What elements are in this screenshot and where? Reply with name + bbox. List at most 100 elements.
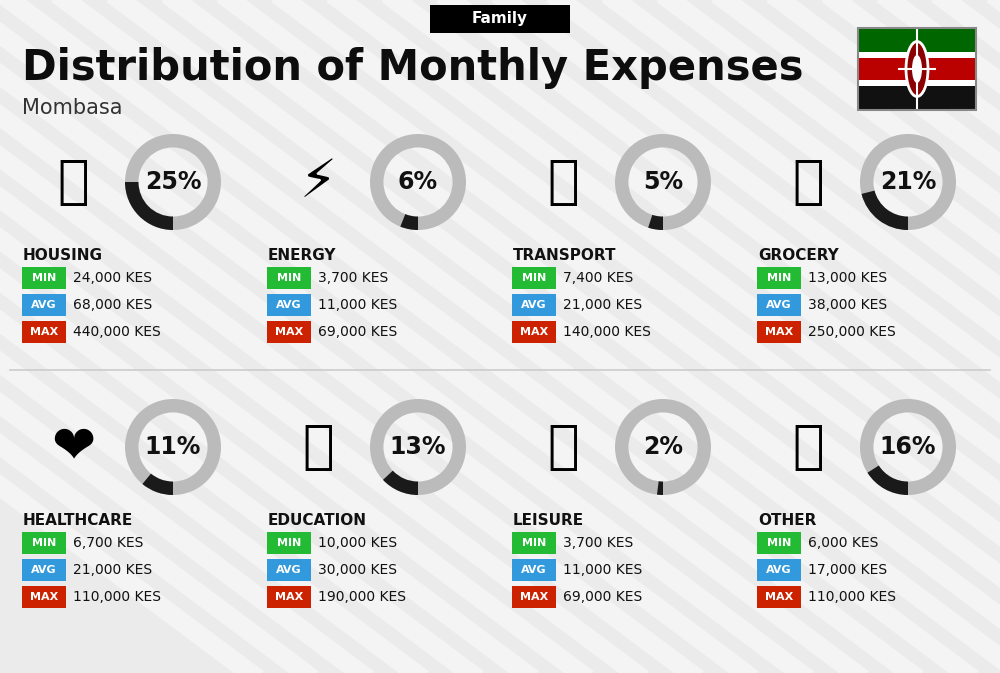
Text: AVG: AVG [766,565,792,575]
FancyBboxPatch shape [757,559,801,581]
Wedge shape [615,134,711,230]
Wedge shape [862,190,908,230]
Wedge shape [370,399,466,495]
Text: ❤: ❤ [51,421,95,473]
Text: 25%: 25% [145,170,201,194]
Text: 🛍: 🛍 [792,156,824,208]
Text: EDUCATION: EDUCATION [268,513,367,528]
Text: 💰: 💰 [792,421,824,473]
Text: 17,000 KES: 17,000 KES [808,563,887,577]
Text: 2%: 2% [643,435,683,459]
Text: LEISURE: LEISURE [513,513,584,528]
Wedge shape [125,134,221,230]
FancyBboxPatch shape [267,586,311,608]
Text: HEALTHCARE: HEALTHCARE [23,513,133,528]
Text: 68,000 KES: 68,000 KES [73,298,152,312]
Text: ENERGY: ENERGY [268,248,336,263]
Text: 69,000 KES: 69,000 KES [563,590,642,604]
Text: 21,000 KES: 21,000 KES [73,563,152,577]
Text: 190,000 KES: 190,000 KES [318,590,406,604]
Text: 13%: 13% [390,435,446,459]
FancyBboxPatch shape [512,559,556,581]
Text: 6%: 6% [398,170,438,194]
Text: 🏢: 🏢 [57,156,89,208]
FancyBboxPatch shape [430,5,570,33]
Text: Mombasa: Mombasa [22,98,122,118]
FancyBboxPatch shape [757,294,801,316]
Text: AVG: AVG [766,300,792,310]
FancyBboxPatch shape [858,52,976,59]
Text: 110,000 KES: 110,000 KES [808,590,896,604]
Text: 140,000 KES: 140,000 KES [563,325,651,339]
FancyBboxPatch shape [512,532,556,554]
Text: MIN: MIN [32,538,56,548]
FancyBboxPatch shape [267,294,311,316]
FancyBboxPatch shape [858,28,976,55]
Text: 11%: 11% [145,435,201,459]
Wedge shape [142,474,173,495]
Text: MIN: MIN [522,538,546,548]
Text: 21%: 21% [880,170,936,194]
Text: 16%: 16% [880,435,936,459]
FancyBboxPatch shape [757,321,801,343]
Text: AVG: AVG [521,565,547,575]
Text: 10,000 KES: 10,000 KES [318,536,397,550]
Wedge shape [370,134,466,230]
Text: GROCERY: GROCERY [758,248,839,263]
FancyBboxPatch shape [22,532,66,554]
FancyBboxPatch shape [22,267,66,289]
Text: AVG: AVG [276,300,302,310]
Text: HOUSING: HOUSING [23,248,103,263]
Text: 11,000 KES: 11,000 KES [318,298,397,312]
Text: 5%: 5% [643,170,683,194]
Wedge shape [648,215,663,230]
Text: MAX: MAX [30,592,58,602]
Text: 38,000 KES: 38,000 KES [808,298,887,312]
Text: Family: Family [472,11,528,26]
Wedge shape [860,134,956,230]
Text: 11,000 KES: 11,000 KES [563,563,642,577]
Text: MIN: MIN [522,273,546,283]
FancyBboxPatch shape [22,559,66,581]
FancyBboxPatch shape [512,267,556,289]
FancyBboxPatch shape [22,586,66,608]
Text: MAX: MAX [520,327,548,337]
Text: 6,700 KES: 6,700 KES [73,536,143,550]
Text: 440,000 KES: 440,000 KES [73,325,161,339]
Wedge shape [383,470,418,495]
Text: MIN: MIN [767,273,791,283]
Text: 6,000 KES: 6,000 KES [808,536,878,550]
FancyBboxPatch shape [757,267,801,289]
Text: 🎓: 🎓 [302,421,334,473]
Text: 69,000 KES: 69,000 KES [318,325,397,339]
Text: MAX: MAX [765,592,793,602]
Text: OTHER: OTHER [758,513,816,528]
FancyBboxPatch shape [757,532,801,554]
Text: 24,000 KES: 24,000 KES [73,271,152,285]
Wedge shape [125,399,221,495]
Wedge shape [867,466,908,495]
Text: MIN: MIN [277,273,301,283]
FancyBboxPatch shape [267,321,311,343]
Text: 3,700 KES: 3,700 KES [318,271,388,285]
FancyBboxPatch shape [512,586,556,608]
FancyBboxPatch shape [22,321,66,343]
Text: MAX: MAX [765,327,793,337]
Text: MIN: MIN [277,538,301,548]
FancyBboxPatch shape [512,321,556,343]
Text: 🛍: 🛍 [547,421,579,473]
Ellipse shape [912,55,922,83]
Wedge shape [657,481,663,495]
Wedge shape [860,399,956,495]
FancyBboxPatch shape [267,267,311,289]
FancyBboxPatch shape [267,559,311,581]
Text: 3,700 KES: 3,700 KES [563,536,633,550]
Text: 250,000 KES: 250,000 KES [808,325,896,339]
Ellipse shape [906,42,928,96]
Text: AVG: AVG [521,300,547,310]
Wedge shape [615,399,711,495]
Text: Distribution of Monthly Expenses: Distribution of Monthly Expenses [22,47,804,89]
Text: MIN: MIN [32,273,56,283]
Text: 7,400 KES: 7,400 KES [563,271,633,285]
Text: 13,000 KES: 13,000 KES [808,271,887,285]
